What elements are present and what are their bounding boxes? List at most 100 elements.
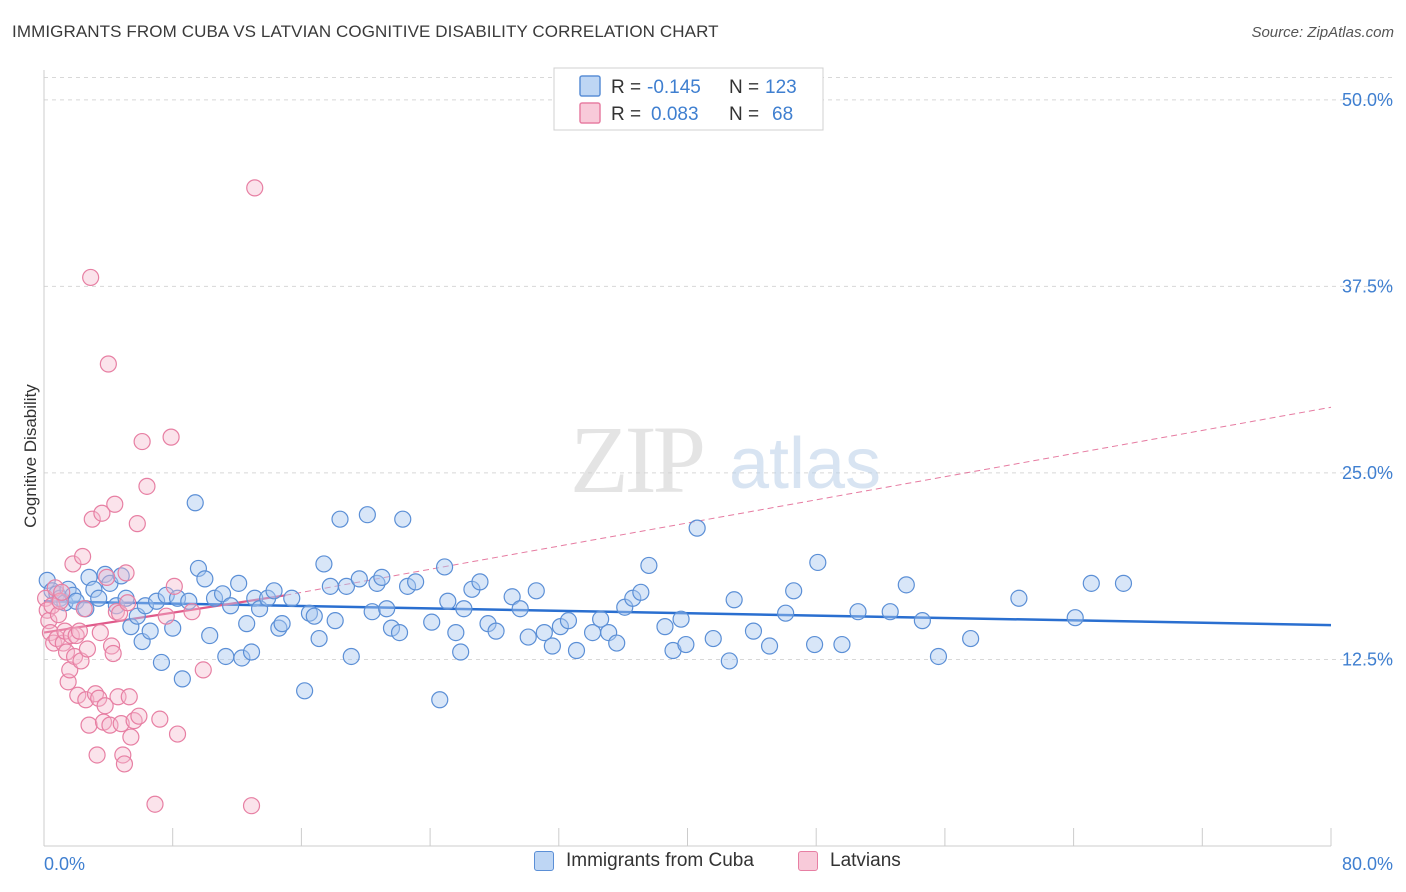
data-point-cuba xyxy=(777,604,795,622)
data-point-cuba xyxy=(390,623,409,642)
data-point-latvians xyxy=(246,179,264,197)
data-point-latvians xyxy=(83,510,101,528)
data-point-cuba xyxy=(141,622,159,640)
data-point-cuba xyxy=(246,589,264,607)
data-point-latvians xyxy=(115,755,134,773)
data-point-latvians xyxy=(75,600,93,618)
data-point-latvians xyxy=(151,710,169,728)
stats-r-label-pink: R = xyxy=(611,104,641,125)
data-point-cuba xyxy=(543,637,561,655)
data-point-cuba xyxy=(350,570,368,588)
data-point-cuba xyxy=(833,635,851,654)
data-point-latvians xyxy=(128,515,146,533)
data-point-latvians xyxy=(53,583,71,601)
data-point-latvians xyxy=(183,603,201,621)
y-tick-label: 25.0% xyxy=(1342,463,1393,483)
data-point-cuba xyxy=(283,589,301,607)
data-point-cuba xyxy=(744,622,763,640)
data-point-cuba xyxy=(656,618,674,636)
data-point-cuba xyxy=(447,623,465,642)
data-point-cuba xyxy=(487,622,505,640)
stats-legend-blue-swatch xyxy=(579,75,601,97)
series-immigrants-from-cuba xyxy=(38,494,1133,709)
data-point-cuba xyxy=(173,670,191,688)
legend-swatch-cuba xyxy=(534,851,554,871)
data-point-cuba xyxy=(152,653,171,672)
watermark-atlas: atlas xyxy=(729,424,881,504)
stats-legend-pink-swatch xyxy=(579,102,601,124)
data-point-cuba xyxy=(471,573,489,591)
data-point-cuba xyxy=(435,558,454,576)
data-point-latvians xyxy=(91,623,109,642)
data-point-cuba xyxy=(592,610,610,628)
data-point-cuba xyxy=(1010,589,1028,607)
data-point-cuba xyxy=(201,626,219,645)
data-point-cuba xyxy=(230,574,248,592)
data-point-cuba xyxy=(535,623,553,642)
data-point-cuba xyxy=(265,582,283,600)
data-point-latvians xyxy=(80,716,98,734)
data-point-cuba xyxy=(439,592,457,610)
data-point-latvians xyxy=(41,623,60,642)
data-point-cuba xyxy=(122,618,140,636)
grid-lines xyxy=(44,76,1394,660)
data-point-latvians xyxy=(133,432,151,451)
data-point-latvians xyxy=(57,643,76,661)
y-axis-label: Cognitive Disability xyxy=(21,384,40,528)
data-point-cuba xyxy=(913,612,931,630)
data-point-latvians xyxy=(120,688,138,706)
data-point-cuba xyxy=(608,634,626,652)
y-tick-label: 50.0% xyxy=(1342,90,1393,110)
data-point-cuba xyxy=(527,582,545,600)
stats-n-value-pink: 68 xyxy=(772,104,793,125)
stats-legend: R = -0.145 N = 123 R = 0.083 N = 68 xyxy=(553,67,824,131)
trend-line-latvians xyxy=(43,594,286,634)
data-point-cuba xyxy=(189,559,208,578)
legend-swatch-latvians xyxy=(798,851,818,871)
data-point-cuba xyxy=(342,647,360,666)
data-point-cuba xyxy=(1082,574,1100,592)
legend-item-latvians[interactable]: Latvians xyxy=(798,850,901,872)
data-point-cuba xyxy=(452,643,470,661)
data-point-cuba xyxy=(407,573,425,591)
stats-n-label-pink: N = xyxy=(729,104,759,125)
data-point-cuba xyxy=(720,652,738,670)
data-point-latvians xyxy=(77,691,95,709)
data-point-cuba xyxy=(196,570,214,588)
data-point-latvians xyxy=(112,715,130,733)
y-tick-label: 37.5% xyxy=(1342,276,1393,296)
y-tick-labels: 12.5% 25.0% 37.5% 50.0% xyxy=(1342,90,1393,670)
x-tick-label-max: 80.0% xyxy=(1342,854,1393,874)
data-point-cuba xyxy=(897,576,915,594)
data-point-cuba xyxy=(148,592,166,610)
data-point-cuba xyxy=(238,615,256,633)
data-point-latvians xyxy=(78,640,97,658)
data-point-cuba xyxy=(315,555,333,573)
data-point-cuba xyxy=(242,643,261,661)
data-point-latvians xyxy=(122,728,140,746)
data-point-latvians xyxy=(130,707,148,725)
data-point-latvians xyxy=(70,622,88,640)
data-point-latvians xyxy=(99,355,117,373)
watermark-zip: ZIP xyxy=(570,406,703,513)
data-point-cuba xyxy=(805,635,824,654)
stats-n-value-blue: 123 xyxy=(765,77,797,98)
data-point-latvians xyxy=(165,577,183,595)
data-point-cuba xyxy=(296,682,314,700)
data-point-latvians xyxy=(146,795,164,813)
data-point-cuba xyxy=(358,506,376,524)
data-point-cuba xyxy=(1066,609,1084,627)
legend-label-latvians: Latvians xyxy=(830,850,901,871)
trend-line-latvians-extended xyxy=(285,406,1332,596)
data-point-latvians xyxy=(74,547,92,566)
data-point-cuba xyxy=(704,629,722,648)
legend-item-cuba[interactable]: Immigrants from Cuba xyxy=(534,850,754,872)
data-point-cuba xyxy=(310,629,328,648)
data-point-cuba xyxy=(85,580,103,598)
data-point-cuba xyxy=(398,577,417,595)
data-point-latvians xyxy=(43,597,61,615)
data-point-cuba xyxy=(962,629,980,648)
data-point-latvians xyxy=(49,606,68,624)
y-tick-label: 12.5% xyxy=(1342,649,1393,669)
data-point-cuba xyxy=(305,607,323,625)
